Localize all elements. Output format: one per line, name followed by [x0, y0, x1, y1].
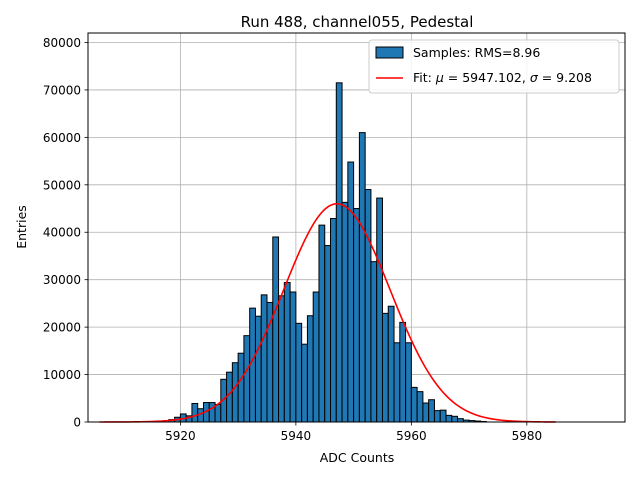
bars	[168, 82, 487, 423]
x-axis: 5920 5940 5960 5980	[165, 422, 542, 443]
x-axis-label: ADC Counts	[320, 450, 395, 465]
histogram-bar	[410, 386, 418, 423]
legend-fit-prefix: Fit:	[413, 70, 436, 85]
histogram-bar	[399, 321, 407, 423]
histogram-bar	[312, 291, 320, 423]
fit-curve	[99, 202, 556, 423]
legend-fit-sigma-value: = 9.208	[538, 70, 592, 85]
legend-fit-mu-value: = 5947.102,	[444, 70, 530, 85]
chart-title: Run 488, channel055, Pedestal	[241, 13, 474, 31]
histogram-bar	[254, 315, 262, 423]
histogram-bar	[330, 217, 337, 423]
legend-fit-sigma-symbol: σ	[530, 70, 539, 85]
legend-fit-mu-symbol: μ	[435, 70, 444, 85]
histogram-bar	[358, 132, 366, 423]
y-tick-label: 50000	[43, 178, 81, 192]
histogram-bar	[353, 208, 360, 423]
histogram-bar	[370, 261, 378, 423]
x-tick-label: 5940	[281, 429, 312, 443]
histogram-bar	[364, 189, 372, 423]
x-tick-label: 5960	[396, 429, 427, 443]
histogram-bar	[387, 305, 395, 423]
histogram-bar	[226, 371, 233, 423]
histogram-bar	[341, 201, 349, 423]
legend: Samples: RMS=8.96 Fit: μ = 5947.102, σ =…	[368, 39, 620, 94]
histogram-bar	[278, 295, 285, 423]
histogram-bar	[260, 294, 268, 423]
legend-frame	[368, 39, 620, 94]
plot-frame	[87, 32, 626, 423]
histogram-bar	[272, 236, 280, 423]
histogram-bar	[243, 335, 251, 423]
y-tick-label: 40000	[43, 226, 81, 240]
histogram-bar	[301, 343, 308, 423]
histogram-bar	[347, 161, 355, 423]
histogram-bar	[324, 245, 332, 423]
histogram-bar	[191, 402, 199, 423]
x-tick-label: 5920	[165, 429, 196, 443]
y-axis: 0 10000 20000 30000 40000 50000 60000 70000 8000…	[43, 36, 88, 430]
histogram-bar	[237, 352, 245, 423]
legend-histogram-label: Samples: RMS=8.96	[413, 45, 540, 60]
legend-fit-label: Fit: μ = 5947.102, σ = 9.208	[413, 70, 592, 85]
x-tick-label: 5980	[512, 429, 543, 443]
histogram-bar	[393, 342, 401, 423]
histogram-bar	[451, 415, 459, 423]
y-tick-label: 10000	[43, 368, 81, 382]
y-tick-label: 0	[73, 416, 81, 430]
histogram-bar	[428, 399, 435, 423]
y-tick-label: 30000	[43, 273, 81, 287]
histogram-bar	[445, 414, 453, 423]
histogram-bar	[208, 402, 216, 423]
histogram-bar	[416, 391, 424, 423]
histogram-bar	[214, 403, 222, 423]
histogram-bar	[289, 291, 297, 423]
y-tick-label: 80000	[43, 36, 81, 50]
histogram-bar	[306, 315, 314, 423]
histogram-bar	[439, 409, 447, 423]
histogram-bar	[318, 224, 326, 423]
legend-histogram-swatch	[375, 46, 404, 59]
histogram-bar	[231, 362, 239, 423]
y-tick-label: 60000	[43, 131, 81, 145]
y-tick-label: 70000	[43, 83, 81, 97]
y-axis-label: Entries	[14, 205, 29, 249]
histogram-bar	[433, 410, 441, 423]
histogram-bar	[405, 342, 412, 423]
histogram-bar	[283, 282, 291, 423]
histogram-bar	[381, 312, 389, 423]
histogram-bar	[376, 197, 383, 423]
histogram-bar	[335, 82, 343, 423]
histogram-bar	[295, 322, 303, 423]
histogram-bar	[422, 402, 430, 423]
y-tick-label: 20000	[43, 321, 81, 335]
